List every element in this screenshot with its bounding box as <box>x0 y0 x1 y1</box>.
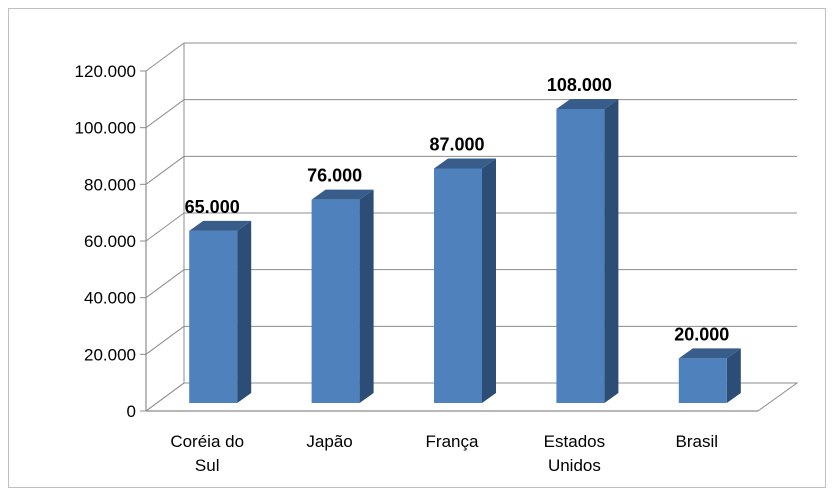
bar-front <box>556 109 605 403</box>
bar <box>311 189 374 403</box>
y-tick-label: 20.000 <box>84 345 136 364</box>
category-label: Sul <box>195 456 220 475</box>
bar-side <box>604 99 619 403</box>
wall-gridline <box>145 99 185 129</box>
wall-gridline <box>145 325 185 355</box>
data-label: 87.000 <box>429 135 484 155</box>
bar-top <box>434 158 496 169</box>
category-label: Brasil <box>676 432 719 451</box>
data-label: 65.000 <box>185 197 240 217</box>
bar-front <box>678 358 727 403</box>
data-label: 76.000 <box>307 166 362 186</box>
chart-frame <box>8 8 826 488</box>
bar-front <box>189 230 238 403</box>
bar-top <box>678 348 741 359</box>
y-axis-ticks: 0 20.000 40.000 60.000 80.000 100.000 120.000 <box>75 62 146 421</box>
wall-gridline <box>145 269 185 299</box>
data-labels: 65.000 76.000 87.000 108.000 20.000 <box>185 75 730 344</box>
category-label: Coréia do <box>170 432 244 451</box>
bar-front <box>311 199 360 403</box>
bar <box>434 158 496 403</box>
bars <box>189 99 741 403</box>
wall-gridline <box>145 42 185 72</box>
bar <box>189 220 252 403</box>
bar-top <box>311 189 374 200</box>
bar-top <box>189 220 252 231</box>
y-tick-label: 80.000 <box>84 175 136 194</box>
category-label: Unidos <box>548 456 601 475</box>
bar <box>678 348 741 403</box>
data-label: 20.000 <box>674 324 729 344</box>
bar-side <box>726 348 741 403</box>
category-label: Estados <box>544 432 605 451</box>
y-tick-label: 60.000 <box>84 232 136 251</box>
bar <box>556 99 619 403</box>
y-tick-label: 40.000 <box>84 289 136 308</box>
bar-top <box>556 99 619 109</box>
wall-gridline <box>145 155 185 185</box>
bar-side <box>359 189 374 403</box>
y-tick-label: 100.000 <box>75 119 136 138</box>
y-tick-label: 0 <box>127 402 136 421</box>
bar-side <box>482 158 496 403</box>
wall-gridline <box>145 212 185 242</box>
category-labels: Coréia do Sul Japão França Estados Unidos Bras… <box>170 432 718 475</box>
data-label: 108.000 <box>547 75 612 95</box>
category-label: França <box>426 432 479 451</box>
category-label: Japão <box>306 432 352 451</box>
bar-front <box>434 168 482 403</box>
y-tick-label: 120.000 <box>75 62 136 81</box>
bar-side <box>237 220 252 403</box>
